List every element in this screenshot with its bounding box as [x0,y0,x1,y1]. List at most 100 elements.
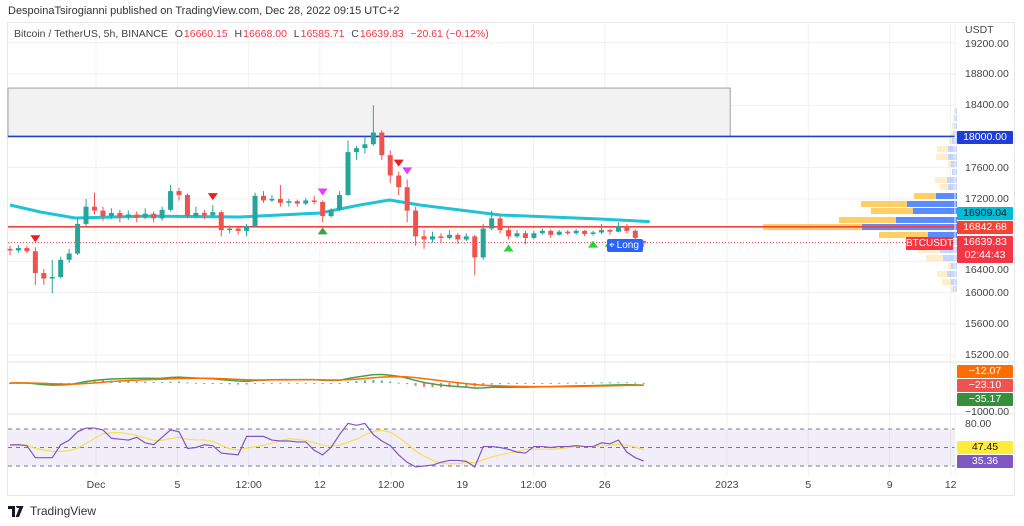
time-tick: 12:00 [235,479,262,491]
candle-body [193,212,199,217]
profile-down-bar [951,285,953,292]
time-tick: 12 [314,479,326,491]
footer-brand[interactable]: TradingView [8,504,96,518]
candle-body [421,236,427,240]
open-value: 16660.15 [183,28,228,40]
profile-up-bar [907,200,957,207]
long-signal-label[interactable]: ⌖ Long [607,239,643,252]
profile-up-bar [896,216,957,223]
profile-up-bar [943,254,957,261]
macd-histogram-bar [296,382,299,384]
horizontal-levels [8,135,955,244]
candle-body [396,175,402,188]
candle-body [446,234,452,238]
candle-body [514,233,520,237]
macd-histogram-bar [507,383,510,385]
macd-histogram-bar [541,383,544,384]
time-tick: 19 [456,479,469,491]
profile-up-bar [948,153,957,160]
pane-separators [8,23,1014,476]
macd-pane [9,373,645,389]
macd-histogram-bar [423,383,426,387]
profile-up-bar [951,279,957,286]
time-tick: 5 [174,479,181,491]
macd-histogram-bar [625,382,628,384]
macd-histogram-bar [575,382,578,384]
candle-body [632,230,638,238]
macd-histogram-bar [608,382,611,384]
profile-up-bar [951,161,957,168]
macd-histogram-bar [262,383,265,384]
rsi-ma-tag: 47.45 [957,441,1013,454]
candle-body [7,248,13,251]
symbol-name[interactable]: Bitcoin / TetherUS, 5h, BINANCE [14,28,168,40]
macd-histogram-bar [211,383,214,384]
macd-histogram-bar [144,381,147,383]
sell-marker-triangle [317,188,328,196]
candle-body [430,236,435,240]
candle-body [506,230,512,237]
macd-histogram-bar [642,382,645,384]
candles [7,105,647,294]
candle-body [125,214,131,217]
bar-countdown: 02:44:43 [964,249,1006,261]
price-tick: 18400.00 [965,99,1009,112]
profile-up-bar [948,145,957,152]
profile-down-bar [952,122,954,129]
profile-down-bar [948,263,951,270]
macd-histogram-bar [363,380,366,383]
macd-histogram-bar [270,382,273,384]
candle-body [480,228,486,258]
profile-down-bar [942,279,951,286]
sell-marker-triangle [207,193,218,201]
macd-histogram-bar [448,383,451,388]
profile-up-bar [948,184,957,191]
red-level-tag: 16842.68 [957,221,1013,234]
buy-marker-triangle [503,244,514,252]
profile-up-bar [928,231,957,238]
candle-body [49,276,55,279]
macd-histogram-bar [499,383,502,385]
candle-body [615,226,621,232]
candle-body [531,233,537,238]
candle-body [489,218,495,229]
macd-histogram-bar [287,382,290,384]
macd-histogram-bar [524,383,527,384]
price-tick: 15200.00 [965,349,1009,362]
candle-body [607,230,613,232]
candle-body [320,202,326,217]
macd-histogram-bar [321,383,324,384]
candle-body [565,231,571,234]
macd-histogram-bar [372,379,375,383]
candle-body [134,214,140,218]
candle-body [590,232,596,235]
sell-marker-triangle [30,235,41,243]
profile-down-bar [940,184,948,191]
candle-body [159,209,165,219]
price-tick: 18800.00 [965,68,1009,80]
macd-histogram-bar [237,383,240,385]
profile-down-bar [926,254,943,261]
level-18000-tag: 18000.00 [957,131,1013,144]
candle-body [151,213,157,219]
candle-body [556,231,562,235]
candle-body [353,148,359,153]
zone-rect [7,87,731,137]
macd-histogram-bar [516,383,518,384]
crosshair-icon: ⌖ [609,240,615,251]
macd-histogram-bar [93,380,96,383]
candle-body [277,198,283,203]
macd-histogram-tag: −35.17 [957,393,1013,406]
low-label: L [293,28,300,40]
macd-histogram-bar [152,381,155,383]
candle-body [539,230,545,234]
profile-down-bar [871,207,913,214]
profile-up-bar [940,247,957,254]
candle-body [438,236,444,238]
profile-down-bar [951,131,953,138]
macd-histogram-bar [617,382,620,384]
macd-histogram-bar [203,383,206,384]
macd-histogram-bar [414,383,417,386]
time-tick: Dec [86,479,106,491]
